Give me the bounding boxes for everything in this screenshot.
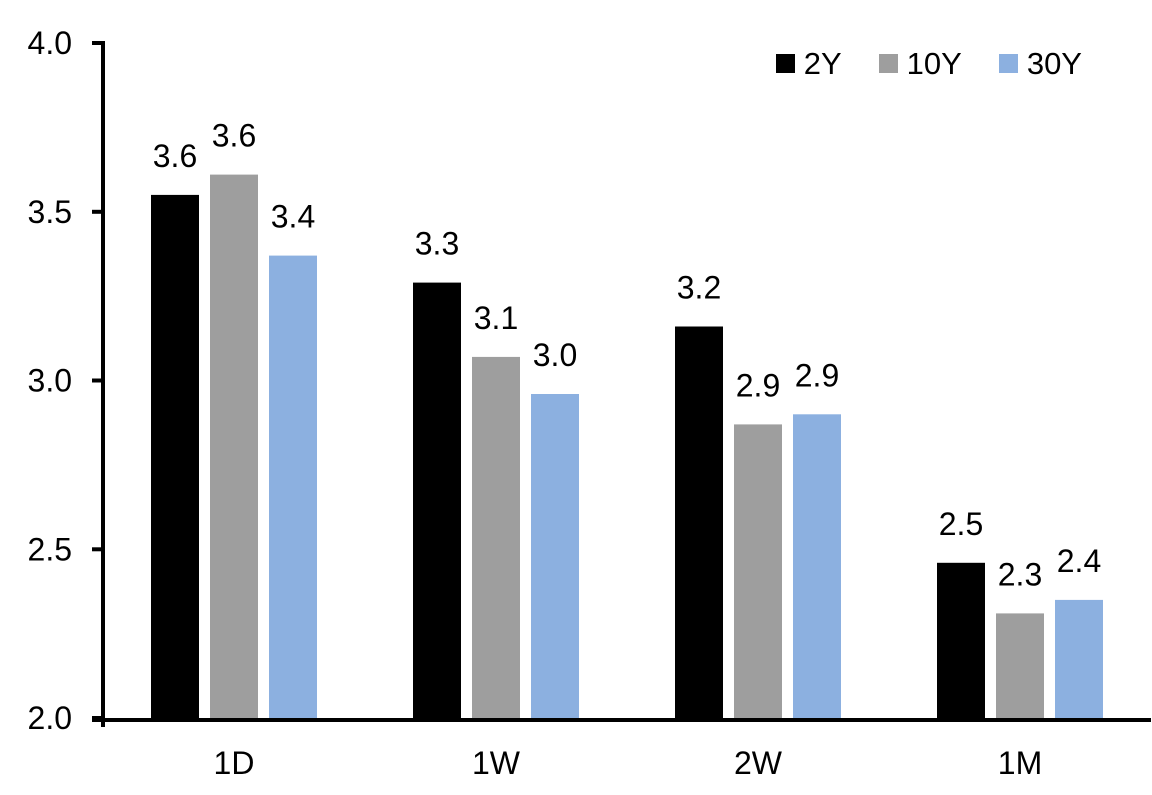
bar-value-label: 3.3 (415, 226, 459, 262)
bar-value-label: 2.9 (736, 367, 780, 403)
bar-value-label: 3.6 (212, 118, 256, 154)
bar-10y-2w (734, 424, 782, 718)
bar-2y-2w (675, 326, 723, 718)
legend-swatch-2y (775, 54, 795, 73)
bar-value-label: 3.2 (677, 270, 721, 306)
bar-value-label: 2.3 (998, 556, 1042, 592)
bar-value-label: 3.0 (533, 337, 577, 373)
bar-2y-1m (937, 562, 985, 719)
bar-10y-1d (210, 174, 258, 719)
y-tick-label: 3.0 (28, 363, 72, 399)
bar-2y-1d (151, 194, 199, 718)
legend-item-2y: 2Y (775, 46, 842, 81)
bar-value-label: 3.1 (474, 300, 518, 336)
bar-value-label: 2.5 (939, 506, 983, 542)
legend-swatch-30y (998, 54, 1018, 73)
bar-value-label: 2.9 (795, 357, 839, 393)
legend-label: 10Y (906, 46, 962, 81)
bar-30y-1m (1055, 599, 1103, 718)
x-category-label: 1M (998, 745, 1042, 781)
bar-10y-1m (996, 613, 1044, 718)
legend-label: 30Y (1026, 46, 1082, 81)
bar-value-label: 3.4 (271, 199, 315, 235)
y-tick-label: 3.5 (28, 194, 72, 230)
legend-label: 2Y (803, 46, 842, 81)
x-category-label: 1W (472, 745, 521, 781)
x-category-label: 2W (734, 745, 783, 781)
bar-10y-1w (472, 356, 520, 718)
legend-swatch-10y (878, 54, 898, 73)
chart-legend: 2Y 10Y 30Y (775, 46, 1082, 81)
y-tick-label: 2.0 (28, 700, 72, 736)
x-category-label: 1D (214, 745, 255, 781)
legend-item-30y: 30Y (998, 46, 1082, 81)
bar-30y-2w (793, 414, 841, 718)
y-tick-label: 4.0 (28, 25, 72, 61)
bar-value-label: 2.4 (1057, 543, 1101, 579)
bar-30y-1d (269, 255, 317, 718)
bar-value-label: 3.6 (153, 138, 197, 174)
bar-30y-1w (531, 394, 579, 718)
y-tick-label: 2.5 (28, 531, 72, 567)
bar-2y-1w (413, 282, 461, 718)
legend-item-10y: 10Y (878, 46, 962, 81)
